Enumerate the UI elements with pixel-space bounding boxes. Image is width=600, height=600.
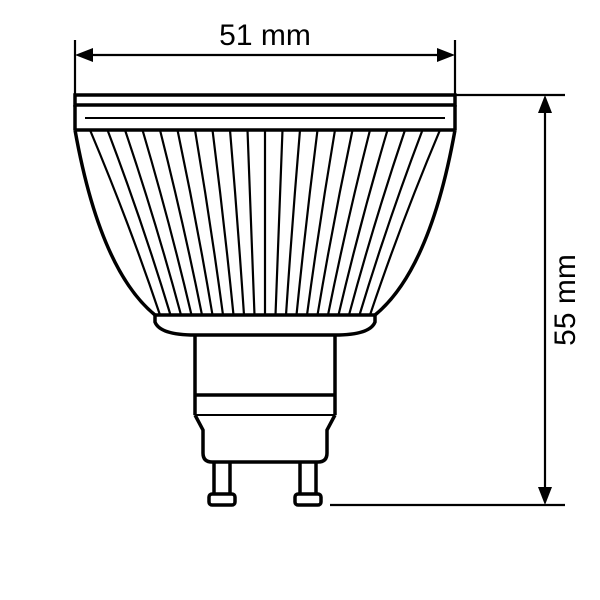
- width-label: 51 mm: [219, 19, 311, 52]
- bulb-body: [75, 95, 455, 505]
- width-dimension: 51 mm: [75, 19, 455, 95]
- gu10-pin-left: [209, 462, 235, 505]
- height-label: 55 mm: [549, 254, 582, 346]
- bulb-diagram: 51 mm 55 mm: [0, 0, 600, 600]
- drawing-canvas: 51 mm 55 mm: [0, 0, 600, 600]
- gu10-pin-right: [295, 462, 321, 505]
- height-dimension: 55 mm: [330, 95, 582, 505]
